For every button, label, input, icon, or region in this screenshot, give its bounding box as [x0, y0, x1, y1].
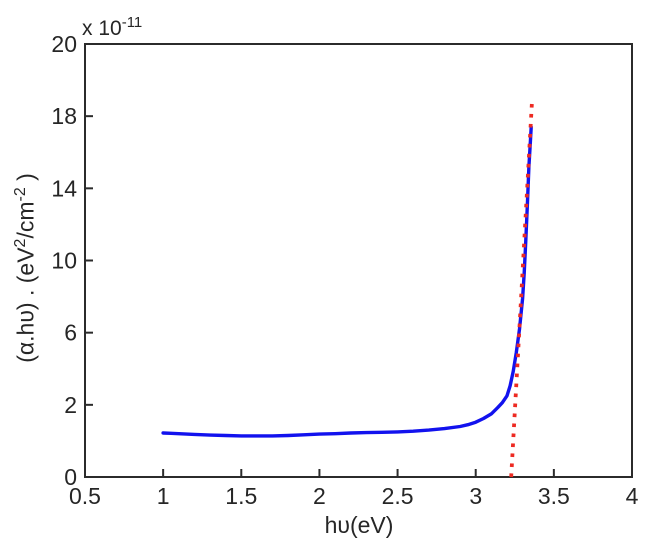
y-tick-label: 6 [64, 320, 77, 346]
x-tick-label: 4 [626, 483, 639, 509]
label-text: (α.hυ) . (eV [12, 247, 39, 363]
label-text: x 10 [82, 17, 122, 40]
y-tick-label: 18 [51, 103, 77, 129]
superscript-text: -11 [121, 14, 143, 31]
y-tick-label: 2 [64, 392, 77, 418]
absorption-curve [161, 125, 533, 438]
y-tick-label: 14 [51, 175, 77, 201]
series-layer [161, 101, 534, 478]
tick-labels: 0.5 1 1.5 2 2.5 3 3.5 4 0 2 6 10 14 18 20 [51, 31, 638, 509]
plot-border [84, 43, 633, 478]
x-tick-label: 3.5 [538, 483, 570, 509]
x-tick-label: 0.5 [69, 483, 101, 509]
x-tick-label: 1.5 [225, 483, 257, 509]
y-tick-label: 10 [51, 248, 77, 274]
y-axis-label: (α.hυ) . (eV2/cm-2 ) [11, 173, 40, 363]
x-tick-label: 2.5 [382, 483, 414, 509]
tick-marks [84, 43, 633, 478]
y-tick-label: 20 [51, 31, 77, 57]
x-tick-label: 2 [313, 483, 326, 509]
y-axis-exponent-label: x 10-11 [82, 14, 143, 41]
label-text: /cm [12, 201, 39, 239]
x-tick-label: 3 [469, 483, 482, 509]
tauc-extrapolation-line [509, 101, 534, 478]
superscript-text: -2 [11, 187, 29, 202]
superscript-text: 2 [11, 238, 29, 248]
y-tick-label: 0 [64, 464, 77, 490]
x-tick-label: 1 [157, 483, 170, 509]
label-text: ) [12, 173, 39, 188]
x-axis-label: hυ(eV) [324, 512, 394, 538]
